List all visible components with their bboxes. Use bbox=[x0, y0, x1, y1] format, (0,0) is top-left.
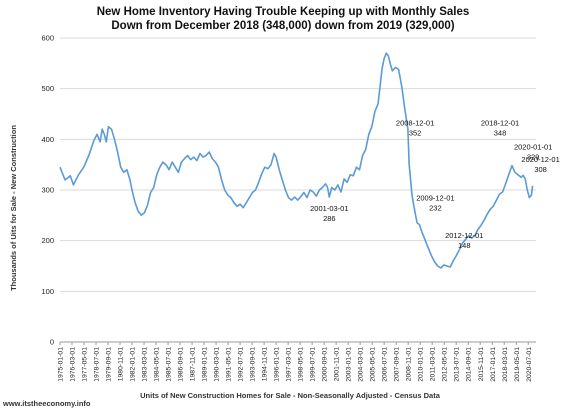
y-tick-label: 300 bbox=[41, 186, 54, 195]
annotation-value: 148 bbox=[458, 241, 471, 250]
x-tick-label: 1998-05-01 bbox=[298, 347, 305, 382]
annotation-value: 329 bbox=[527, 152, 540, 161]
x-tick-label: 2000-09-01 bbox=[322, 347, 329, 382]
x-tick-label: 2015-11-01 bbox=[478, 347, 485, 381]
x-axis-label: Units of New Construction Homes for Sale… bbox=[140, 391, 441, 400]
x-tick-label: 1982-01-01 bbox=[130, 347, 137, 382]
x-tick-label: 2019-05-01 bbox=[514, 347, 521, 382]
annotation-date: 2001-03-01 bbox=[310, 204, 348, 213]
x-tick-label: 1979-09-01 bbox=[106, 347, 113, 382]
annotation-date: 2009-12-01 bbox=[416, 193, 454, 202]
y-tick-label: 500 bbox=[41, 84, 54, 93]
grid bbox=[60, 37, 536, 343]
x-tick-label: 1999-07-01 bbox=[310, 347, 317, 382]
chart-title-line2: Down from December 2018 (348,000) down f… bbox=[111, 20, 454, 32]
y-tick-label: 0 bbox=[50, 338, 54, 347]
y-axis: 0 100 200 300 400 500 600 bbox=[41, 34, 54, 347]
x-tick-label: 2006-07-01 bbox=[382, 347, 389, 382]
x-tick-label: 1977-05-01 bbox=[82, 347, 89, 382]
annotation-date: 2012-12-01 bbox=[445, 231, 483, 240]
y-tick-label: 100 bbox=[41, 287, 54, 296]
x-tick-label: 2010-01-01 bbox=[418, 347, 425, 382]
x-tick-label: 1980-11-01 bbox=[118, 347, 125, 381]
x-tick-label: 1985-07-01 bbox=[166, 347, 173, 382]
x-tick-label: 2013-07-01 bbox=[454, 347, 461, 382]
x-tick-label: 2008-11-01 bbox=[406, 347, 413, 381]
x-tick-label: 2012-05-01 bbox=[442, 347, 449, 382]
x-tick-label: 1991-05-01 bbox=[226, 347, 233, 382]
x-tick-label: 2017-01-01 bbox=[490, 347, 497, 382]
x-tick-label: 2001-11-01 bbox=[334, 347, 341, 381]
x-tick-label: 1992-07-01 bbox=[238, 347, 245, 382]
x-tick-label: 2011-03-01 bbox=[430, 347, 437, 381]
x-axis: 1975-01-01 1976-03-01 1977-05-01 1978-07-01… bbox=[58, 342, 533, 382]
annotation-date: 2018-12-01 bbox=[481, 119, 519, 128]
annotation-value: 232 bbox=[429, 203, 442, 212]
x-tick-label: 2004-03-01 bbox=[358, 347, 365, 382]
x-tick-label: 1983-03-01 bbox=[142, 347, 149, 382]
x-tick-label: 1984-05-01 bbox=[154, 347, 161, 382]
x-tick-label: 2003-01-01 bbox=[346, 347, 353, 382]
x-tick-label: 2014-09-01 bbox=[466, 347, 473, 382]
x-tick-label: 1987-11-01 bbox=[190, 347, 197, 381]
x-tick-label: 1993-09-01 bbox=[250, 347, 257, 382]
y-tick-label: 200 bbox=[41, 236, 54, 245]
x-tick-label: 2007-09-01 bbox=[394, 347, 401, 382]
chart-title-line1: New Home Inventory Having Trouble Keepin… bbox=[97, 6, 470, 18]
y-tick-label: 600 bbox=[41, 34, 54, 43]
x-tick-label: 1994-11-01 bbox=[262, 347, 269, 381]
annotation-date: 2020-12-01 bbox=[521, 155, 559, 164]
x-tick-label: 2020-07-01 bbox=[526, 347, 533, 382]
x-tick-label: 1975-01-01 bbox=[58, 347, 65, 382]
annotation-date: 2008-12-01 bbox=[396, 119, 434, 128]
y-tick-label: 400 bbox=[41, 135, 54, 144]
annotation-date: 2020-01-01 bbox=[514, 142, 552, 151]
annotation-value: 348 bbox=[494, 129, 507, 138]
x-tick-label: 1986-09-01 bbox=[178, 347, 185, 382]
annotation-value: 308 bbox=[534, 165, 547, 174]
x-tick-label: 1990-03-01 bbox=[214, 347, 221, 382]
annotation-value: 286 bbox=[323, 214, 336, 223]
x-tick-label: 2018-03-01 bbox=[502, 347, 509, 382]
x-tick-label: 1996-01-01 bbox=[274, 347, 281, 382]
annotation-value: 352 bbox=[409, 129, 422, 138]
x-tick-label: 1997-03-01 bbox=[286, 347, 293, 382]
x-tick-label: 2005-05-01 bbox=[370, 347, 377, 382]
y-axis-label: Thousands of Uits for Sale - New Constru… bbox=[9, 125, 18, 291]
x-tick-label: 1978-07-01 bbox=[94, 347, 101, 382]
series-line bbox=[59, 52, 534, 269]
x-tick-label: 1989-01-01 bbox=[202, 347, 209, 382]
x-tick-label: 1976-03-01 bbox=[70, 347, 77, 382]
source-credit: www.itstheeconomy.info bbox=[2, 399, 91, 408]
